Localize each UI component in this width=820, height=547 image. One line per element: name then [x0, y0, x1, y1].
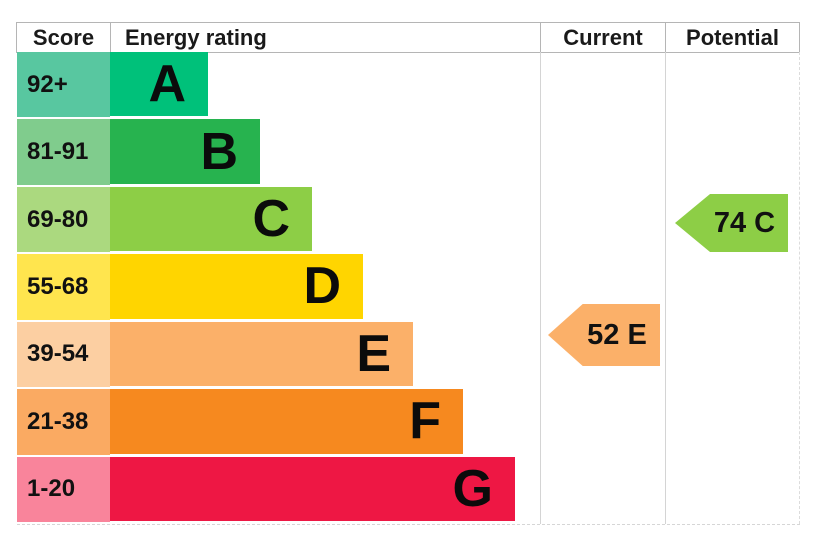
band-letter-f: F: [409, 392, 441, 451]
band-bar-a: A: [110, 52, 208, 117]
score-range-b: 81-91: [17, 119, 110, 185]
band-letter-d: D: [303, 257, 341, 316]
band-letter-a: A: [148, 55, 186, 114]
score-range-g: 1-20: [17, 456, 110, 522]
band-letter-g: G: [452, 459, 493, 518]
score-range-f: 21-38: [17, 389, 110, 455]
potential-column-header: Potential: [665, 22, 800, 53]
band-letter-e: E: [356, 324, 391, 383]
band-bar-f: F: [110, 389, 463, 454]
score-column-header: Score: [16, 22, 111, 53]
band-row-b: 81-91 B: [17, 119, 800, 186]
band-bar-g: G: [110, 456, 515, 521]
potential-rating-label: 74 C: [713, 206, 776, 239]
table-right-border: [799, 52, 800, 524]
band-rows: 92+ A 81-91 B 69-80 C 55-68 D 39-54 E 21…: [17, 52, 800, 524]
score-range-e: 39-54: [17, 321, 110, 388]
band-bar-c: C: [110, 186, 312, 252]
energy-rating-column-header: Energy rating: [110, 22, 541, 53]
score-range-a: 92+: [17, 52, 110, 118]
score-range-d: 55-68: [17, 254, 110, 320]
current-column-header: Current: [540, 22, 666, 53]
band-row-c: 69-80 C: [17, 186, 800, 254]
band-bar-d: D: [110, 254, 363, 319]
table-bottom-border: [17, 524, 800, 525]
band-bar-e: E: [110, 321, 413, 387]
potential-rating-arrow: 74 C: [675, 194, 788, 252]
band-letter-b: B: [200, 122, 238, 181]
band-row-e: 39-54 E: [17, 321, 800, 389]
band-row-g: 1-20 G: [17, 456, 800, 524]
band-row-f: 21-38 F: [17, 389, 800, 456]
current-column-divider: [540, 52, 541, 524]
band-row-a: 92+ A: [17, 52, 800, 119]
band-letter-c: C: [252, 190, 290, 249]
current-rating-label: 52 E: [587, 318, 647, 351]
band-row-d: 55-68 D: [17, 254, 800, 321]
potential-column-divider: [665, 52, 666, 524]
band-bar-b: B: [110, 119, 260, 184]
score-range-c: 69-80: [17, 186, 110, 253]
